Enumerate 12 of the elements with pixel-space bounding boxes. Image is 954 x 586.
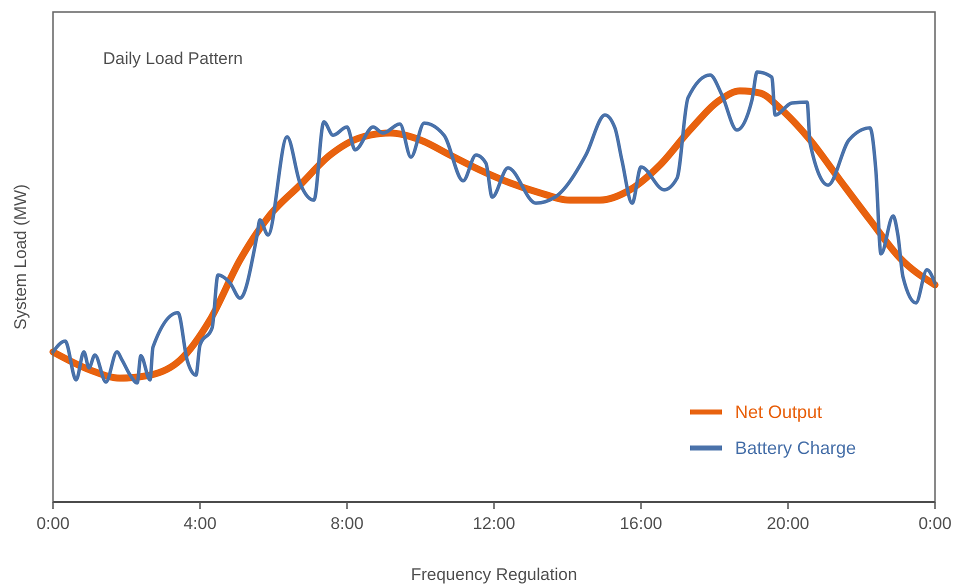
x-axis-title: Frequency Regulation	[410, 565, 578, 584]
x-tick-label: 16:00	[620, 514, 662, 533]
x-tick-label: 0:00	[36, 514, 70, 533]
chart-title: Daily Load Pattern	[103, 49, 243, 68]
x-tick-label: 4:00	[183, 514, 217, 533]
x-tick-label: 20:00	[766, 514, 810, 533]
x-tick-label: 8:00	[330, 514, 364, 533]
y-axis-title: System Load (MW)	[11, 184, 30, 330]
legend-label: Battery Charge	[735, 438, 856, 458]
legend-label: Net Output	[735, 402, 822, 422]
x-tick-label: 0:00	[918, 514, 952, 533]
x-tick-label: 12:00	[472, 514, 516, 533]
